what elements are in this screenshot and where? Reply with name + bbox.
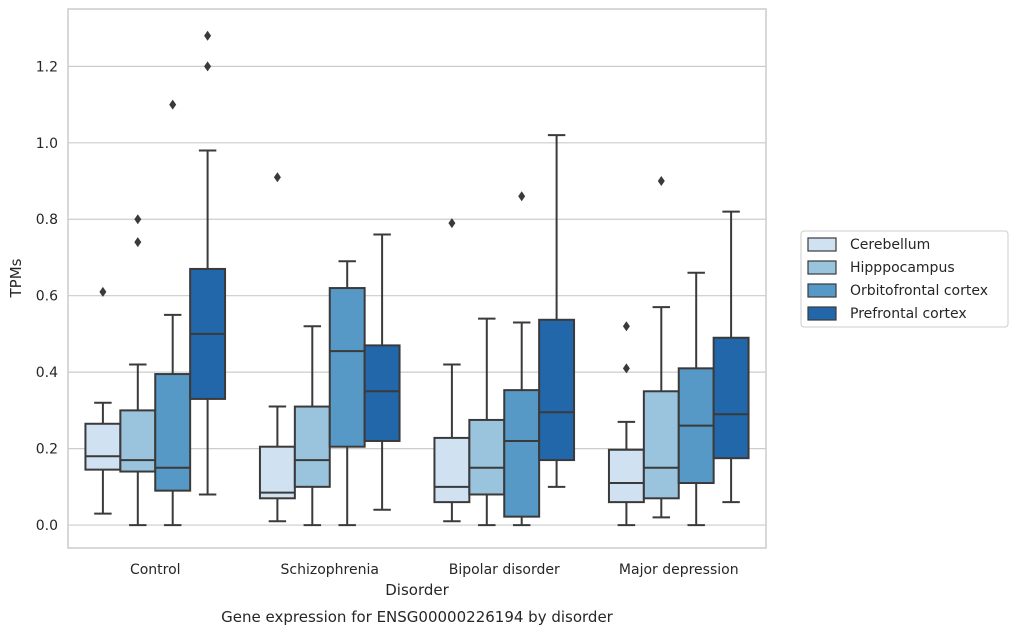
box-cerebellum <box>433 218 471 523</box>
outlier-point <box>204 61 212 72</box>
outlier-point <box>134 214 142 225</box>
box-prefrontal-cortex <box>712 210 750 504</box>
outlier-point <box>657 176 665 187</box>
y-tick-label: 0.4 <box>36 365 58 381</box>
x-axis-label: Disorder <box>385 581 449 599</box>
box-iqr <box>538 318 576 462</box>
y-tick-label: 0.2 <box>36 442 58 458</box>
box-prefrontal-cortex <box>538 134 576 488</box>
x-tick-label: Control <box>130 562 181 578</box>
box-cerebellum <box>258 172 296 523</box>
y-axis-label: TPMs <box>7 258 25 298</box>
box-iqr <box>712 336 750 460</box>
box-iqr <box>433 436 471 504</box>
box-hipppocampus <box>468 317 506 527</box>
box-hipppocampus <box>293 325 331 527</box>
box-hipppocampus <box>642 176 680 519</box>
y-tick-label: 1.0 <box>36 136 58 152</box>
outlier-point <box>518 191 526 202</box>
outlier-point <box>99 286 107 297</box>
y-axis-ticks: 0.0 0.2 0.4 0.6 0.8 1.0 1.2 <box>36 59 58 534</box>
outlier-point <box>622 363 630 374</box>
legend: Cerebellum Hipppocampus Orbitofrontal cort… <box>800 230 1009 328</box>
box-orbitofrontal-cortex <box>328 260 366 527</box>
outlier-point <box>169 99 177 110</box>
legend-swatch <box>807 260 837 275</box>
legend-swatch <box>807 283 837 298</box>
legend-swatch <box>807 306 837 321</box>
box-prefrontal-cortex <box>363 233 401 511</box>
outlier-point <box>134 237 142 248</box>
y-tick-label: 0.0 <box>36 518 58 534</box>
box-hipppocampus <box>119 214 157 527</box>
box-iqr <box>258 445 296 500</box>
box-iqr <box>468 418 506 496</box>
box-iqr <box>642 390 680 500</box>
y-tick-label: 0.8 <box>36 212 58 228</box>
x-tick-label: Bipolar disorder <box>449 562 560 578</box>
legend-label: Hipppocampus <box>850 260 955 276</box>
box-iqr <box>328 287 366 448</box>
outlier-point <box>448 218 456 229</box>
box-orbitofrontal-cortex <box>503 191 541 527</box>
x-tick-label: Schizophrenia <box>281 562 379 578</box>
outlier-point <box>204 30 212 41</box>
legend-swatch <box>807 237 837 252</box>
outlier-point <box>273 172 281 183</box>
legend-label: Cerebellum <box>850 237 930 253</box>
outlier-point <box>622 321 630 332</box>
boxes <box>84 30 750 527</box>
x-axis-ticks: Control Schizophrenia Bipolar disorder Majo… <box>130 562 739 578</box>
box-iqr <box>363 344 401 442</box>
legend-label: Prefrontal cortex <box>850 306 967 322</box>
x-tick-label: Major depression <box>619 562 739 578</box>
box-cerebellum <box>84 286 122 515</box>
box-iqr <box>84 422 122 471</box>
box-iqr <box>154 373 192 492</box>
plot-area-frame <box>67 8 767 549</box>
box-iqr <box>607 448 645 504</box>
box-prefrontal-cortex <box>189 30 227 496</box>
y-tick-label: 1.2 <box>36 59 58 75</box>
legend-frame <box>800 230 1009 328</box>
box-iqr <box>293 405 331 488</box>
legend-label: Orbitofrontal cortex <box>850 283 988 299</box>
box-iqr <box>503 389 541 518</box>
box-orbitofrontal-cortex <box>154 99 192 527</box>
figure-caption: Gene expression for ENSG00000226194 by d… <box>221 608 614 626</box>
box-orbitofrontal-cortex <box>677 271 715 527</box>
box-iqr <box>119 409 157 473</box>
box-cerebellum <box>607 321 645 527</box>
y-tick-label: 0.6 <box>36 289 58 305</box>
